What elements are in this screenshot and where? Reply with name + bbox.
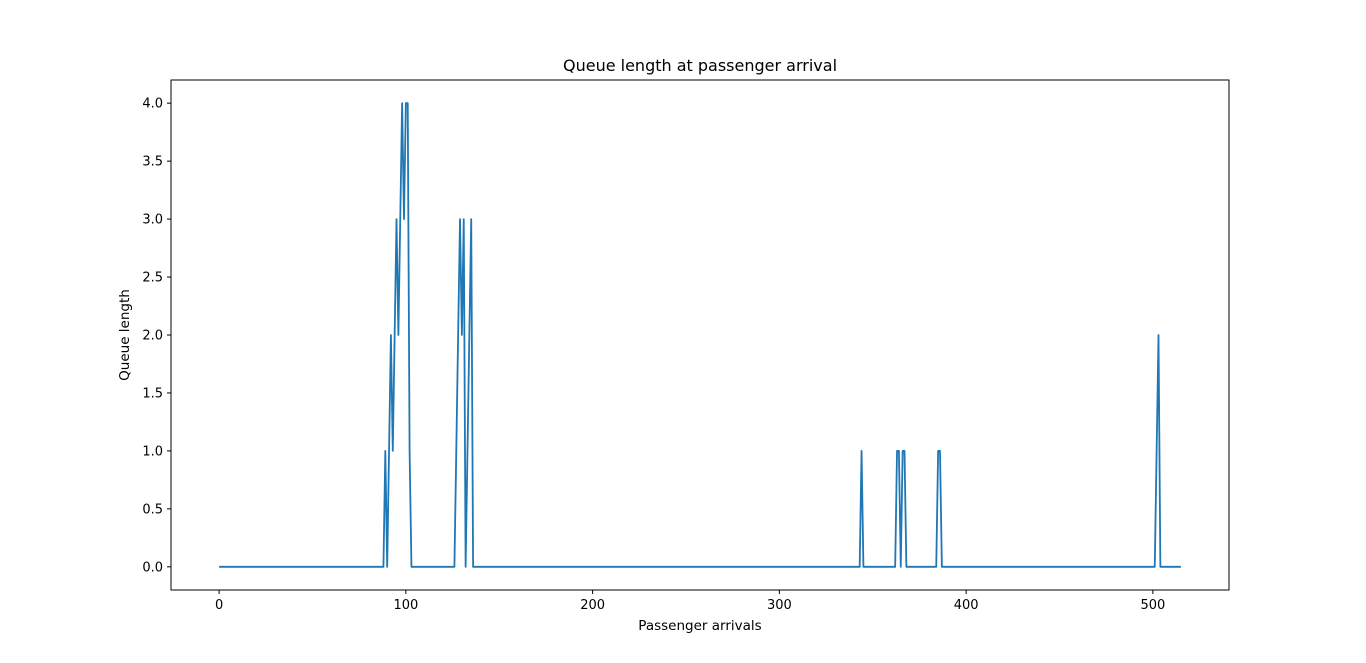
y-tick-label: 3.0 [142, 213, 163, 228]
x-tick-label: 400 [954, 598, 979, 613]
y-tick-label: 0.0 [142, 560, 163, 575]
y-tick-label: 1.0 [142, 444, 163, 459]
y-tick-label: 2.0 [142, 329, 163, 344]
x-axis-ticks: 0 100 200 300 400 500 [215, 590, 1165, 613]
x-tick-label: 100 [393, 598, 418, 613]
chart-title: Queue length at passenger arrival [563, 56, 837, 75]
y-tick-label: 4.0 [142, 97, 163, 112]
y-tick-label: 0.5 [142, 502, 163, 517]
plot-frame [170, 79, 1230, 591]
series-line-0 [219, 102, 1181, 568]
x-tick-label: 500 [1140, 598, 1165, 613]
x-tick-label: 300 [767, 598, 792, 613]
y-axis-label: Queue length [117, 289, 133, 381]
x-tick-label: 200 [580, 598, 605, 613]
y-tick-label: 2.5 [142, 271, 163, 286]
y-axis-ticks: 0.0 0.5 1.0 1.5 2.0 2.5 3.0 3.5 4.0 [142, 97, 171, 575]
x-axis-label: Passenger arrivals [638, 618, 761, 634]
x-tick-label: 0 [215, 598, 223, 613]
y-tick-label: 3.5 [142, 155, 163, 170]
y-tick-label: 1.5 [142, 386, 163, 401]
plot-area [170, 79, 1230, 591]
